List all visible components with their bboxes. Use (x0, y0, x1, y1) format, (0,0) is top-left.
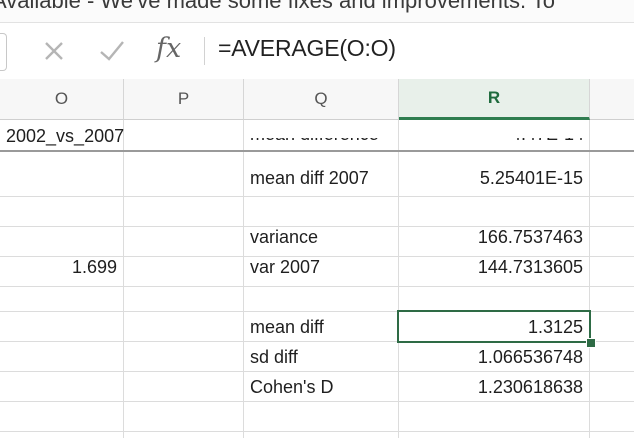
cell-o-value[interactable]: 1.699 (71, 257, 117, 277)
cell-q-sd-diff[interactable]: sd diff (250, 347, 298, 367)
cancel-button[interactable] (38, 35, 70, 67)
update-banner-text: Available - We've made some fixes and im… (0, 0, 556, 13)
cell-q-var-2007[interactable]: var 2007 (250, 257, 321, 277)
cell-q-mean-diff-2007[interactable]: mean diff 2007 (250, 168, 369, 188)
update-banner: Available - We've made some fixes and im… (0, 0, 634, 22)
frozen-cell-o[interactable]: 2002_vs_2007 (6, 126, 125, 146)
cell-r-cohens-d[interactable]: 1.230618638 (477, 377, 583, 397)
formula-input[interactable]: =AVERAGE(O:O) (218, 35, 396, 61)
column-header-next[interactable] (590, 79, 634, 120)
clipped-cell-r[interactable]: 4.47E-14 (480, 138, 584, 152)
column-header-o[interactable]: O (0, 79, 124, 120)
column-header-r[interactable]: R (399, 79, 590, 120)
cell-r-sd-diff[interactable]: 1.066536748 (477, 347, 583, 367)
cell-r-mean-diff[interactable]: 1.3125 (527, 317, 583, 337)
active-cell-selection[interactable] (397, 310, 591, 343)
clipped-cell-q[interactable]: mean difference (250, 138, 390, 152)
cell-r-mean-diff-2007[interactable]: 5.25401E-15 (479, 168, 583, 188)
cell-q-cohens-d[interactable]: Cohen's D (250, 377, 334, 397)
formula-bar: fx =AVERAGE(O:O) (0, 22, 634, 80)
function-icon[interactable]: fx (156, 33, 182, 64)
spreadsheet-grid[interactable]: 2002_vs_2007 mean difference 4.47E-14 me… (0, 120, 634, 438)
formula-bar-divider (204, 37, 205, 65)
freeze-pane-divider[interactable] (0, 150, 634, 152)
confirm-button[interactable] (96, 35, 128, 67)
cell-r-var-2007[interactable]: 144.7313605 (477, 257, 583, 277)
cell-q-variance[interactable]: variance (250, 227, 319, 247)
x-icon (45, 42, 63, 60)
fill-handle[interactable] (586, 338, 596, 348)
column-header-p[interactable]: P (124, 79, 244, 120)
column-header-q[interactable]: Q (244, 79, 399, 120)
cell-q-mean-diff[interactable]: mean diff (250, 317, 324, 337)
check-icon (100, 41, 124, 61)
name-box[interactable] (0, 33, 7, 71)
cell-r-variance[interactable]: 166.7537463 (477, 227, 583, 247)
